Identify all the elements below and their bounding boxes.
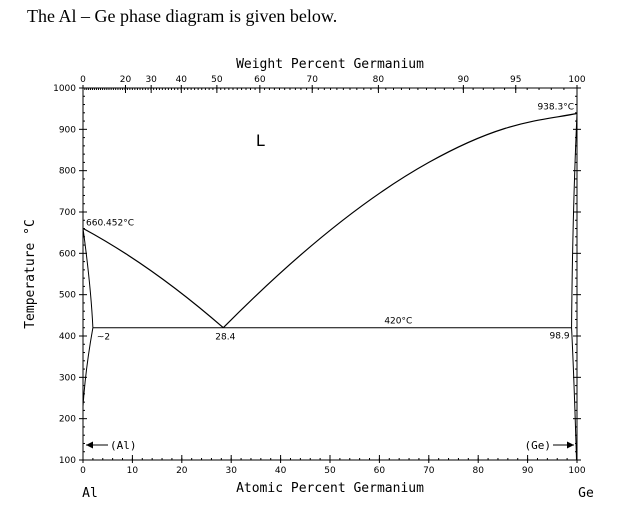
weight-percent-axis: 0 20 30 40 50 60 70 80 90 95 100 — [80, 75, 586, 93]
weight-tick-label: 80 — [373, 75, 385, 85]
temperature-tick-label: 300 — [59, 373, 76, 383]
al-melting-point-label: 660.452°C — [86, 218, 134, 228]
weight-tick-label: 0 — [80, 75, 86, 85]
solvus-al-side — [82, 327, 94, 407]
solidus-al-side — [82, 228, 94, 328]
right-element-label: Ge — [578, 486, 594, 501]
ge-phase-label: (Ge) — [525, 439, 552, 452]
atomic-tick-label: 80 — [472, 466, 484, 476]
ge-phase-arrow — [553, 441, 574, 449]
temperature-tick-label: 400 — [59, 332, 76, 342]
atomic-tick-label: 40 — [275, 466, 287, 476]
atomic-tick-label: 0 — [80, 466, 86, 476]
atomic-tick-label: 70 — [423, 466, 435, 476]
weight-tick-label: 90 — [458, 75, 470, 85]
ge-solubility-label: 98.9 — [550, 332, 570, 342]
al-phase-label: (Al) — [110, 439, 137, 452]
temperature-tick-label: 100 — [59, 456, 76, 466]
weight-tick-label: 20 — [120, 75, 132, 85]
liquidus-al-side — [82, 227, 224, 329]
ge-melting-point-label: 938.3°C — [537, 103, 574, 113]
left-axis-title: Temperature °C — [23, 219, 38, 329]
weight-tick-label: 30 — [145, 75, 157, 85]
left-element-label: Al — [82, 486, 98, 501]
temperature-tick-label: 200 — [59, 415, 76, 425]
weight-tick-label: 60 — [254, 75, 266, 85]
liquidus-ge-side — [222, 112, 578, 329]
temperature-axis: 1000 900 800 700 600 500 400 300 200 100 — [53, 84, 581, 466]
al-phase-arrow — [86, 441, 108, 449]
atomic-tick-label: 100 — [568, 466, 585, 476]
atomic-tick-label: 90 — [522, 466, 534, 476]
solvus-ge-side — [571, 327, 578, 461]
atomic-tick-label: 30 — [225, 466, 237, 476]
temperature-tick-label: 600 — [59, 249, 76, 259]
temperature-tick-label: 700 — [59, 208, 76, 218]
eutectic-temperature-label: 420°C — [384, 317, 412, 327]
top-axis-title: Weight Percent Germanium — [236, 57, 424, 72]
solidus-ge-side — [571, 113, 578, 328]
al-solubility-label: ~2 — [97, 333, 110, 343]
bottom-axis-title: Atomic Percent Germanium — [236, 481, 424, 496]
temperature-tick-label: 1000 — [53, 84, 76, 94]
liquid-region-label: L — [256, 131, 265, 150]
atomic-tick-label: 50 — [324, 466, 336, 476]
intro-text: The Al – Ge phase diagram is given below… — [27, 6, 338, 26]
weight-tick-label: 40 — [176, 75, 188, 85]
weight-tick-label: 95 — [510, 75, 521, 85]
temperature-tick-label: 500 — [59, 291, 76, 301]
temperature-tick-label: 800 — [59, 167, 76, 177]
atomic-percent-axis: 0 10 20 30 40 50 60 70 80 90 100 — [80, 455, 586, 476]
atomic-tick-label: 60 — [374, 466, 386, 476]
temperature-tick-label: 900 — [59, 125, 76, 135]
atomic-tick-label: 10 — [127, 466, 139, 476]
weight-tick-label: 100 — [568, 75, 585, 85]
weight-tick-label: 70 — [306, 75, 318, 85]
weight-tick-label: 50 — [211, 75, 223, 85]
plot-frame — [82, 87, 578, 461]
atomic-tick-label: 20 — [176, 466, 188, 476]
eutectic-composition-label: 28.4 — [215, 333, 235, 343]
